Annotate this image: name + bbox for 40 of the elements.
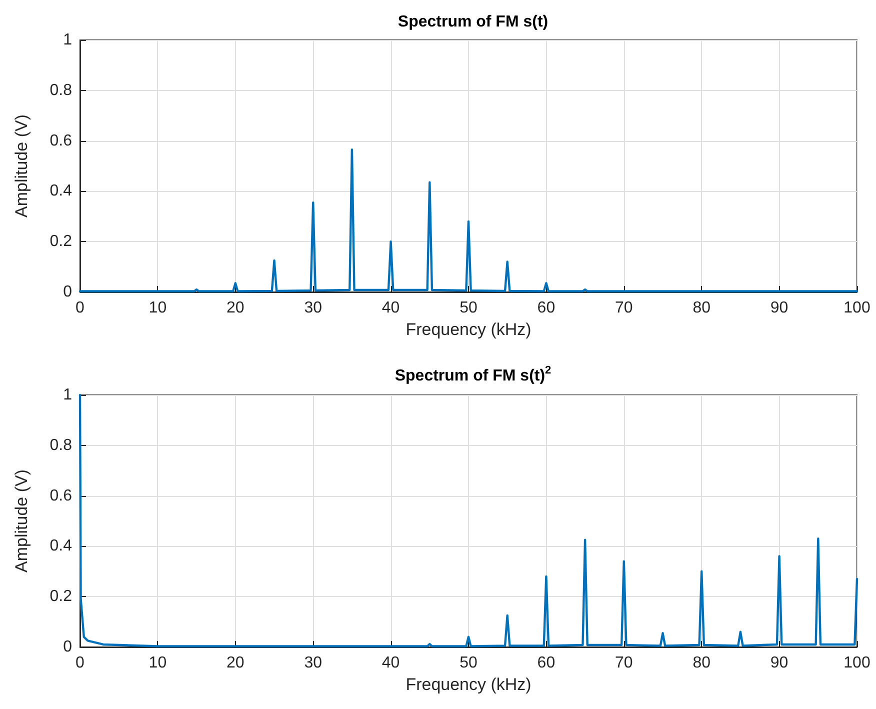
x-tick-label: 90 <box>770 300 788 316</box>
x-tick-label: 80 <box>692 300 711 316</box>
y-tick-label: 0.2 <box>50 233 72 250</box>
x-tick-label: 50 <box>460 654 478 672</box>
line-series <box>78 394 858 648</box>
x-axis-title: Frequency (kHz) <box>406 320 532 339</box>
x-tick-label: 40 <box>382 300 400 316</box>
x-tick-label: 80 <box>692 654 711 672</box>
x-tick-label: 60 <box>537 654 556 672</box>
y-tick-label: 1 <box>63 386 72 404</box>
x-tick-label: 60 <box>537 300 556 316</box>
y-axis-title: Amplitude (V) <box>12 470 31 572</box>
y-tick-label: 1 <box>63 32 72 48</box>
y-tick-label: 0.8 <box>50 82 72 99</box>
y-tick-label: 0.8 <box>50 436 72 454</box>
x-tick-label: 40 <box>382 654 400 672</box>
y-tick-label: 0.4 <box>50 538 72 555</box>
x-tick-label: 30 <box>304 300 322 316</box>
x-tick-label: 20 <box>226 300 244 316</box>
y-tick-label: 0.2 <box>50 588 72 606</box>
x-tick-label: 20 <box>226 654 244 672</box>
x-tick-label: 100 <box>844 300 870 316</box>
y-tick-label: 0.4 <box>50 182 72 200</box>
y-tick-label: 0.6 <box>50 132 72 150</box>
chart-title: Spectrum of FM s(t) <box>398 14 548 30</box>
x-tick-label: 70 <box>615 300 633 316</box>
x-tick-label: 70 <box>615 654 633 672</box>
y-tick-label: 0 <box>63 284 72 300</box>
x-tick-label: 10 <box>148 654 167 672</box>
x-axis-title: Frequency (kHz) <box>406 674 532 694</box>
y-tick-label: 0 <box>63 638 72 656</box>
x-tick-label: 0 <box>76 654 85 672</box>
x-tick-label: 10 <box>148 300 167 316</box>
x-tick-label: 100 <box>844 654 870 672</box>
x-tick-label: 90 <box>770 654 788 672</box>
x-tick-label: 50 <box>460 300 478 316</box>
y-axis-title: Amplitude (V) <box>12 114 31 218</box>
y-tick-label: 0.6 <box>50 487 72 504</box>
x-tick-label: 0 <box>76 300 85 316</box>
x-tick-label: 30 <box>304 654 322 672</box>
